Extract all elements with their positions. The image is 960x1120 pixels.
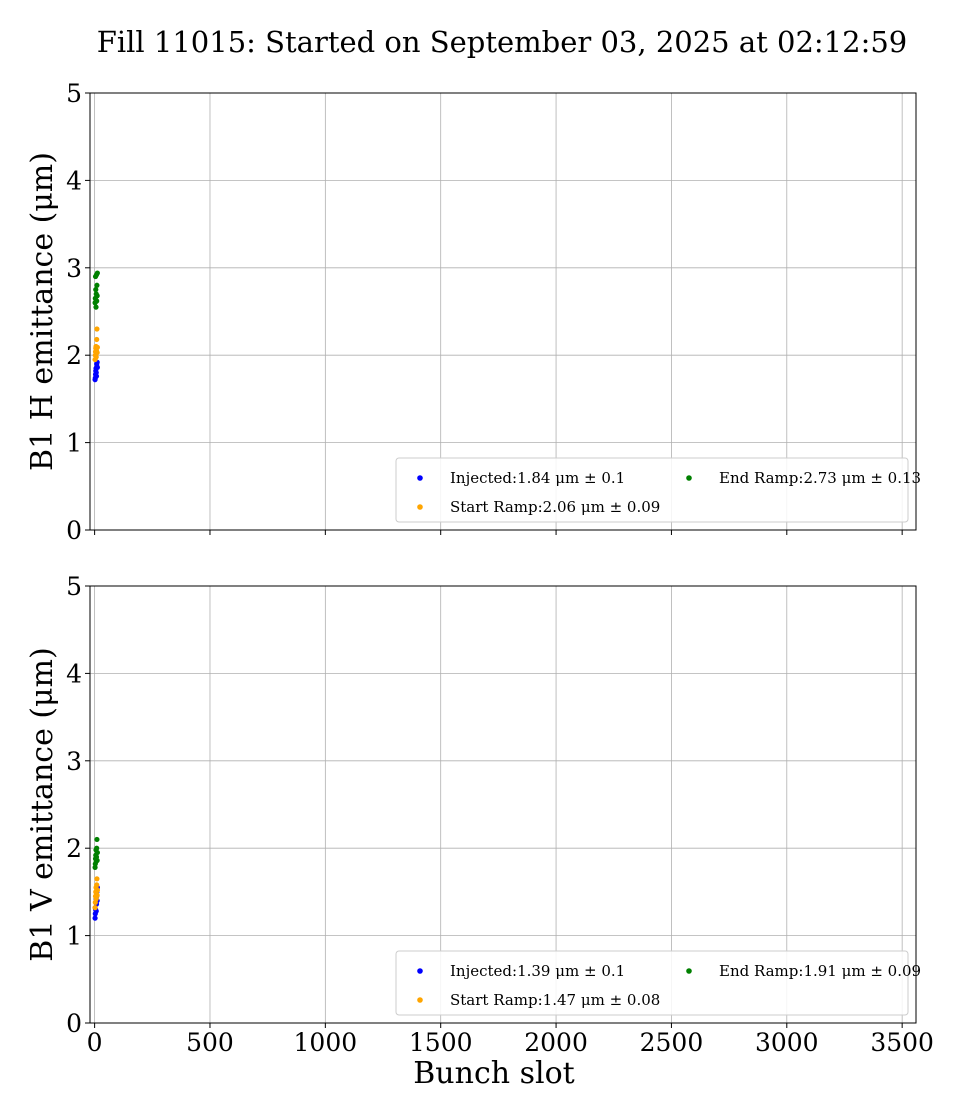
x-tick-label: 3000	[755, 1028, 819, 1057]
data-point	[94, 887, 100, 893]
legend-marker	[417, 997, 423, 1003]
y-tick-label: 2	[66, 834, 82, 863]
data-point	[93, 287, 99, 293]
series-start_ramp	[92, 876, 100, 911]
scatter-panel-1: 0 1 2 3 4 5 B1 H emittance (μm) Injected:1.84 μ…	[25, 79, 921, 545]
legend-marker	[686, 475, 692, 481]
series-injected	[92, 359, 100, 383]
x-axis-label: Bunch slot	[413, 1056, 574, 1091]
series-end_ramp	[92, 836, 100, 871]
y-tick-label: 2	[66, 341, 82, 370]
scatter-panel-2: 0 500 1000 1500 2000 2500 3000 3500 0 1 2 3 4 5 B1 V e…	[25, 572, 934, 1091]
y-tick-label: 0	[66, 516, 82, 545]
data-point	[94, 282, 100, 288]
data-point	[94, 849, 100, 856]
data-point	[92, 915, 98, 921]
data-point	[92, 905, 98, 911]
y-axis-label: B1 V emittance (μm)	[25, 647, 60, 961]
x-tick-label: 1000	[294, 1028, 358, 1057]
legend-entry: End Ramp:2.73 μm ± 0.13	[719, 469, 921, 487]
legend-entry: Start Ramp:2.06 μm ± 0.09	[450, 498, 660, 516]
legend-marker	[417, 504, 423, 510]
legend: Injected:1.39 μm ± 0.1 Start Ramp:1.47 μm…	[395, 950, 921, 1016]
x-tick-label: 0	[87, 1028, 103, 1057]
data-point	[93, 304, 99, 310]
legend-entry: End Ramp:1.91 μm ± 0.09	[719, 962, 921, 980]
data-point	[94, 336, 100, 343]
legend-marker	[417, 968, 423, 974]
chart-title: Fill 11015: Started on September 03, 202…	[97, 25, 908, 59]
x-tick-label: 1500	[409, 1028, 473, 1057]
y-tick-label: 3	[66, 254, 82, 283]
y-tick-label: 0	[66, 1009, 82, 1038]
series-start_ramp	[92, 326, 100, 363]
legend: Injected:1.84 μm ± 0.1 Start Ramp:2.06 μm…	[395, 457, 921, 523]
y-tick-label: 5	[66, 79, 82, 108]
data-point	[94, 349, 100, 356]
plot-frame	[89, 585, 917, 1024]
y-tick-label: 4	[66, 166, 82, 195]
x-tick-label: 2000	[524, 1028, 588, 1057]
y-tick-label: 3	[66, 747, 82, 776]
data-point	[94, 270, 100, 276]
y-axis-label: B1 H emittance (μm)	[25, 152, 60, 471]
data-point	[94, 836, 100, 843]
data-point	[94, 326, 100, 332]
chart-panels: 0 1 2 3 4 5 B1 H emittance (μm) Injected:1.84 μ…	[25, 79, 934, 1091]
plot-frame	[89, 92, 917, 531]
data-point	[94, 845, 100, 851]
y-tick-label: 1	[66, 922, 82, 951]
x-tick-label: 3500	[870, 1028, 934, 1057]
data-point	[94, 293, 100, 299]
data-point	[94, 857, 100, 864]
legend-box	[395, 950, 909, 1016]
data-point	[93, 354, 99, 360]
data-point	[93, 373, 100, 379]
x-tick-label: 2500	[640, 1028, 704, 1057]
y-tick-label: 5	[66, 572, 82, 601]
data-point	[94, 298, 100, 304]
data-point	[94, 344, 100, 350]
data-point	[94, 364, 100, 371]
y-tick-label: 1	[66, 429, 82, 458]
legend-marker	[417, 475, 423, 481]
legend-entry: Injected:1.39 μm ± 0.1	[450, 962, 625, 980]
x-tick-label: 500	[186, 1028, 234, 1057]
legend-box	[395, 457, 909, 523]
data-point	[94, 882, 100, 888]
legend-entry: Start Ramp:1.47 μm ± 0.08	[450, 991, 660, 1009]
legend-marker	[686, 968, 692, 974]
data-point	[94, 892, 100, 898]
series-end_ramp	[92, 270, 100, 310]
data-point	[94, 876, 100, 882]
legend-entry: Injected:1.84 μm ± 0.1	[450, 469, 625, 487]
y-tick-label: 4	[66, 659, 82, 688]
